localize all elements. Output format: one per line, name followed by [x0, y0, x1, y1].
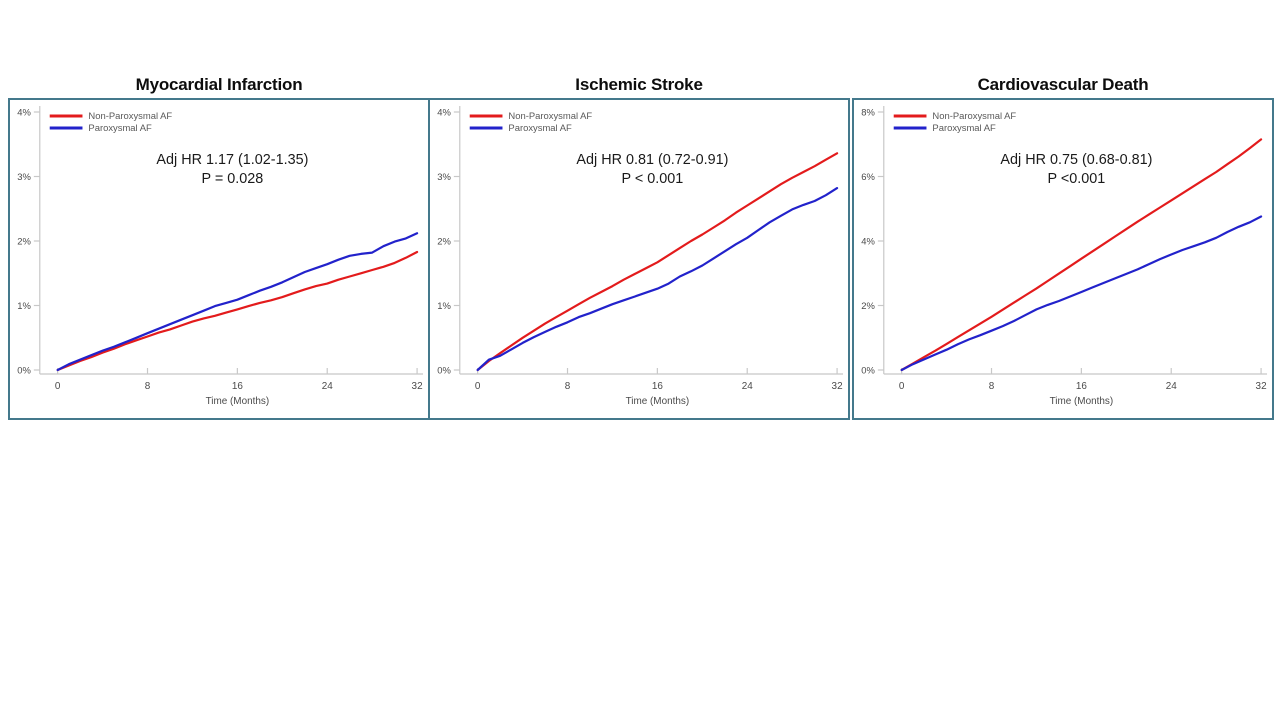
x-tick-label: 16	[652, 381, 663, 392]
chart-panel-ischemic-stroke: 0% 1% 2% 3% 4% 0 8 16 24 32 Time (Months) Non-Parox…	[428, 98, 850, 420]
figure-row: Myocardial Infarction 0% 1% 2% 3% 4% 0 8 16 24 32…	[8, 68, 1274, 420]
legend-label-non-paroxysmal-af: Non-Paroxysmal AF	[932, 111, 1016, 122]
y-tick-label: 3%	[17, 172, 31, 183]
x-tick-label: 24	[742, 381, 753, 392]
y-tick-label: 4%	[17, 107, 31, 118]
chart-plot-ischemic-stroke: 0% 1% 2% 3% 4% 0 8 16 24 32 Time (Months) Non-Parox…	[437, 106, 843, 407]
x-tick-label: 8	[145, 381, 151, 392]
chart-panel-cardiovascular-death: 0% 2% 4% 6% 8% 0 8 16 24 32 Time (Months) Non-Parox…	[852, 98, 1274, 420]
x-tick-label: 32	[412, 381, 423, 392]
chart-title-cardiovascular-death: Cardiovascular Death	[977, 75, 1149, 94]
x-tick-label: 8	[989, 381, 995, 392]
series-line-non-paroxysmal-af	[900, 138, 1263, 372]
y-tick-label: 3%	[437, 172, 451, 183]
chart-plot-cardiovascular-death: 0% 2% 4% 6% 8% 0 8 16 24 32 Time (Months) Non-Parox…	[861, 106, 1267, 407]
x-tick-label: 0	[55, 381, 61, 392]
x-axis-title: Time (Months)	[206, 396, 270, 407]
x-tick-label: 0	[475, 381, 481, 392]
x-tick-label: 16	[232, 381, 243, 392]
annotation-p-value: P <0.001	[1048, 171, 1106, 187]
y-tick-label: 0%	[861, 365, 875, 376]
x-tick-label: 0	[899, 381, 905, 392]
x-tick-label: 24	[1166, 381, 1177, 392]
x-tick-label: 32	[1256, 381, 1267, 392]
legend-label-paroxysmal-af: Paroxysmal AF	[932, 123, 996, 134]
x-tick-label: 16	[1076, 381, 1087, 392]
series-line-paroxysmal-af	[476, 186, 839, 372]
y-tick-label: 2%	[17, 236, 31, 247]
annotation-p-value: P < 0.001	[622, 171, 684, 187]
chart-column-ischemic-stroke: Ischemic Stroke 0% 1% 2% 3% 4% 0 8 16 24 32 Time (…	[428, 68, 850, 420]
y-tick-label: 2%	[437, 236, 451, 247]
y-tick-label: 4%	[437, 107, 451, 118]
chart-column-myocardial-infarction: Myocardial Infarction 0% 1% 2% 3% 4% 0 8 16 24 32…	[8, 68, 430, 420]
annotation-hazard-ratio: Adj HR 0.81 (0.72-0.91)	[576, 152, 728, 168]
y-tick-label: 2%	[861, 301, 875, 312]
x-axis-title: Time (Months)	[626, 396, 690, 407]
y-tick-label: 6%	[861, 172, 875, 183]
legend-label-non-paroxysmal-af: Non-Paroxysmal AF	[508, 111, 592, 122]
chart-panel-myocardial-infarction: 0% 1% 2% 3% 4% 0 8 16 24 32 Time (Months) Non-Parox…	[8, 98, 430, 420]
annotation-hazard-ratio: Adj HR 0.75 (0.68-0.81)	[1000, 152, 1152, 168]
legend-label-non-paroxysmal-af: Non-Paroxysmal AF	[88, 111, 172, 122]
chart-plot-myocardial-infarction: 0% 1% 2% 3% 4% 0 8 16 24 32 Time (Months) Non-Parox…	[17, 106, 423, 407]
series-line-paroxysmal-af	[56, 232, 419, 372]
annotation-p-value: P = 0.028	[202, 171, 264, 187]
y-tick-label: 1%	[437, 301, 451, 312]
legend-label-paroxysmal-af: Paroxysmal AF	[88, 123, 152, 134]
chart-title-ischemic-stroke: Ischemic Stroke	[575, 75, 703, 94]
x-tick-label: 32	[832, 381, 843, 392]
y-tick-label: 4%	[861, 236, 875, 247]
legend-label-paroxysmal-af: Paroxysmal AF	[508, 123, 572, 134]
series-line-non-paroxysmal-af	[476, 152, 839, 372]
series-line-paroxysmal-af	[900, 215, 1263, 372]
y-tick-label: 0%	[437, 365, 451, 376]
y-tick-label: 8%	[861, 107, 875, 118]
chart-title-myocardial-infarction: Myocardial Infarction	[135, 75, 303, 94]
annotation-hazard-ratio: Adj HR 1.17 (1.02-1.35)	[156, 152, 308, 168]
series-line-non-paroxysmal-af	[56, 250, 419, 372]
x-tick-label: 24	[322, 381, 333, 392]
chart-column-cardiovascular-death: Cardiovascular Death 0% 2% 4% 6% 8% 0 8 16 24 32 T…	[852, 68, 1274, 420]
y-tick-label: 0%	[17, 365, 31, 376]
y-tick-label: 1%	[17, 301, 31, 312]
x-tick-label: 8	[565, 381, 571, 392]
x-axis-title: Time (Months)	[1050, 396, 1114, 407]
